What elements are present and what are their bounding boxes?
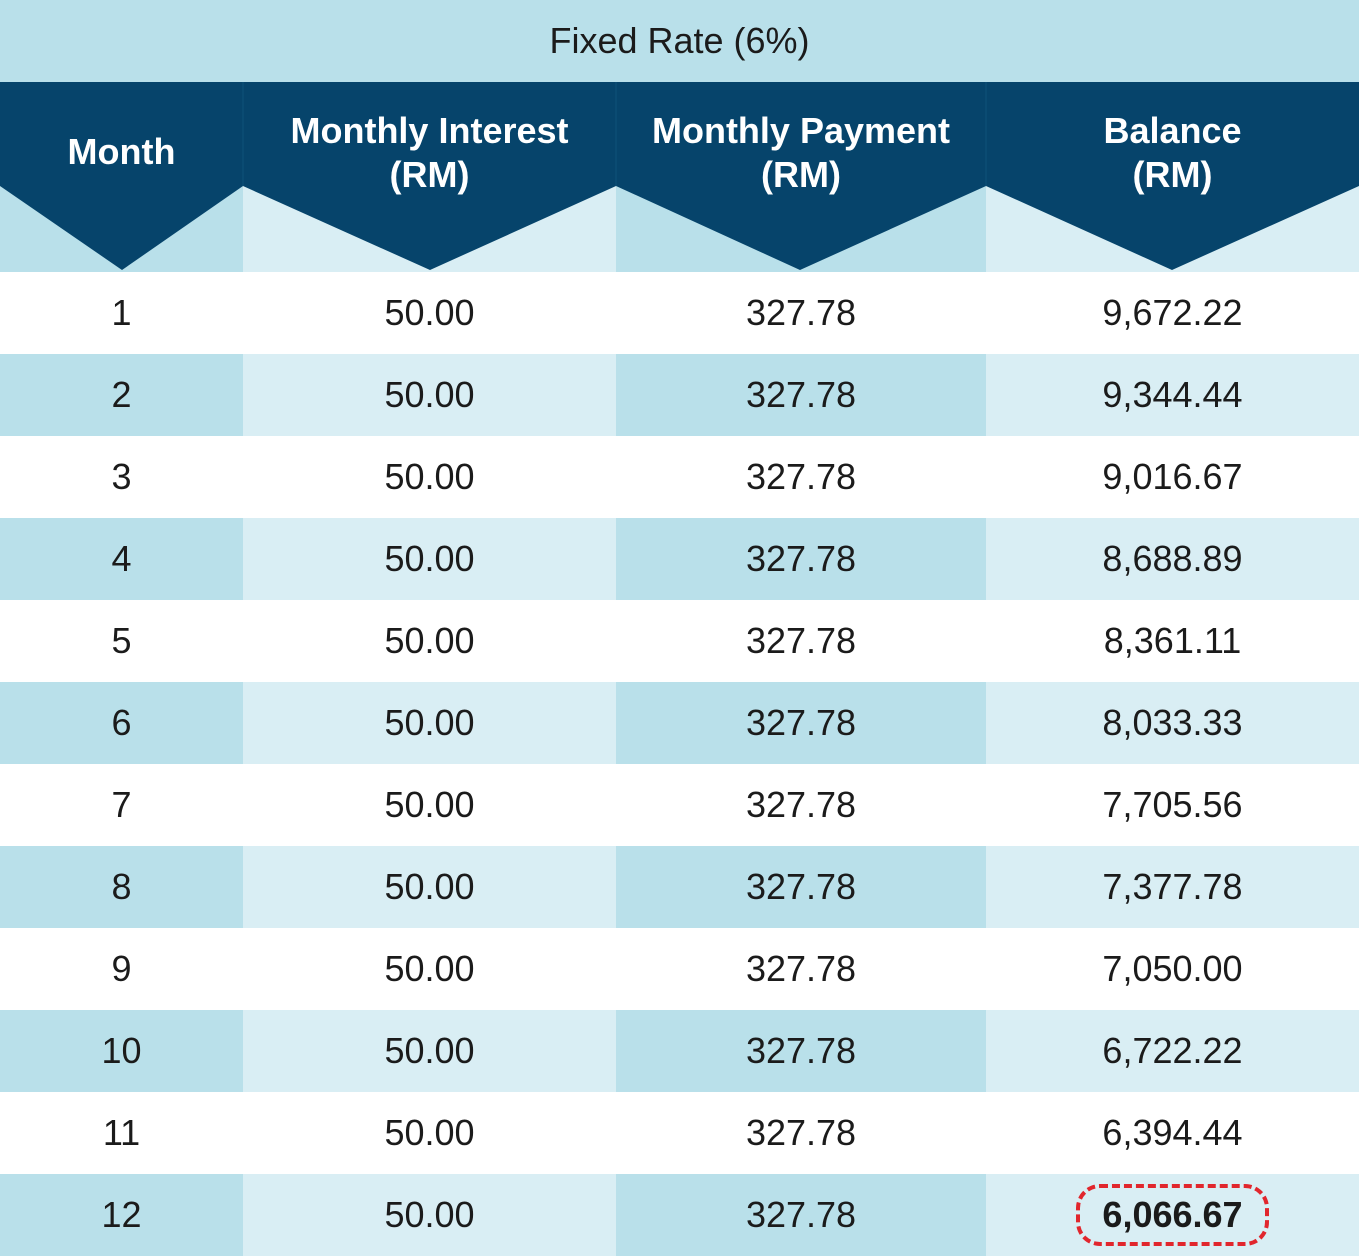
table-cell: 50.00: [243, 1010, 616, 1092]
column-header-line: Monthly Interest: [290, 110, 569, 151]
column-header: Balance (RM): [986, 82, 1359, 224]
table-cell: 8,361.11: [986, 600, 1359, 682]
table-cell: 6,722.22: [986, 1010, 1359, 1092]
table-row: 11 50.00 327.78 6,394.44: [0, 1092, 1359, 1174]
table-cell: 327.78: [616, 682, 986, 764]
table-row: 10 50.00 327.78 6,722.22: [0, 1010, 1359, 1092]
header-background: [0, 82, 1359, 272]
table-cell: 12: [0, 1174, 243, 1256]
table-cell: 10: [0, 1010, 243, 1092]
column-header: Month: [0, 82, 243, 222]
table-cell: 1: [0, 272, 243, 354]
table-cell: 327.78: [616, 846, 986, 928]
column-header: Monthly Payment (RM): [616, 82, 986, 224]
table-row: 1 50.00 327.78 9,672.22: [0, 272, 1359, 354]
table-cell: 327.78: [616, 600, 986, 682]
table-cell: 50.00: [243, 1092, 616, 1174]
table-cell: 7,705.56: [986, 764, 1359, 846]
column-header-line: Month: [67, 131, 176, 172]
table-cell: 50.00: [243, 272, 616, 354]
table-cell: 8,688.89: [986, 518, 1359, 600]
table-header: Month Monthly Interest (RM) Monthly Payment…: [0, 82, 1359, 272]
table-cell: 327.78: [616, 272, 986, 354]
table-row: 6 50.00 327.78 8,033.33: [0, 682, 1359, 764]
table-cell: 50.00: [243, 436, 616, 518]
table-cell: 50.00: [243, 354, 616, 436]
table-cell: 327.78: [616, 1174, 986, 1256]
column-header: Monthly Interest (RM): [243, 82, 616, 224]
table-cell: 50.00: [243, 846, 616, 928]
table-cell: 50.00: [243, 682, 616, 764]
highlighted-value: 6,066.67: [1076, 1184, 1269, 1246]
table-cell: 327.78: [616, 764, 986, 846]
table-cell: 8,033.33: [986, 682, 1359, 764]
table-cell: 5: [0, 600, 243, 682]
table-row: 7 50.00 327.78 7,705.56: [0, 764, 1359, 846]
column-header-line: (RM): [1132, 154, 1213, 195]
table-cell: 7: [0, 764, 243, 846]
table-title: Fixed Rate (6%): [0, 0, 1359, 82]
table-row: 12 50.00 327.78 6,066.67: [0, 1174, 1359, 1256]
table-cell: 8: [0, 846, 243, 928]
table-cell: 7,377.78: [986, 846, 1359, 928]
table-row: 5 50.00 327.78 8,361.11: [0, 600, 1359, 682]
table-cell: 327.78: [616, 1010, 986, 1092]
table-cell: 327.78: [616, 436, 986, 518]
table-cell: 327.78: [616, 928, 986, 1010]
table-cell: 6,066.67: [986, 1174, 1359, 1256]
table-cell: 11: [0, 1092, 243, 1174]
column-header-line: Balance: [1103, 110, 1242, 151]
table-cell: 50.00: [243, 600, 616, 682]
table-cell: 9,344.44: [986, 354, 1359, 436]
table-cell: 50.00: [243, 928, 616, 1010]
table-cell: 7,050.00: [986, 928, 1359, 1010]
header-chevron-band: [0, 82, 1359, 270]
table-cell: 6,394.44: [986, 1092, 1359, 1174]
table-row: 2 50.00 327.78 9,344.44: [0, 354, 1359, 436]
column-header-line: (RM): [761, 154, 841, 195]
table-cell: 2: [0, 354, 243, 436]
table-cell: 50.00: [243, 764, 616, 846]
table-cell: 50.00: [243, 518, 616, 600]
table-cell: 327.78: [616, 354, 986, 436]
table-cell: 6: [0, 682, 243, 764]
table-cell: 3: [0, 436, 243, 518]
table-row: 8 50.00 327.78 7,377.78: [0, 846, 1359, 928]
table-body: 1 50.00 327.78 9,672.22 2 50.00 327.78 9,344.44…: [0, 272, 1359, 1256]
table-cell: 9,672.22: [986, 272, 1359, 354]
table-cell: 327.78: [616, 518, 986, 600]
table-cell: 9: [0, 928, 243, 1010]
table-row: 3 50.00 327.78 9,016.67: [0, 436, 1359, 518]
table-cell: 50.00: [243, 1174, 616, 1256]
column-header-line: (RM): [389, 154, 470, 195]
table-cell: 4: [0, 518, 243, 600]
table-row: 9 50.00 327.78 7,050.00: [0, 928, 1359, 1010]
table-cell: 327.78: [616, 1092, 986, 1174]
table-row: 4 50.00 327.78 8,688.89: [0, 518, 1359, 600]
table-cell: 9,016.67: [986, 436, 1359, 518]
column-header-line: Monthly Payment: [651, 110, 951, 151]
